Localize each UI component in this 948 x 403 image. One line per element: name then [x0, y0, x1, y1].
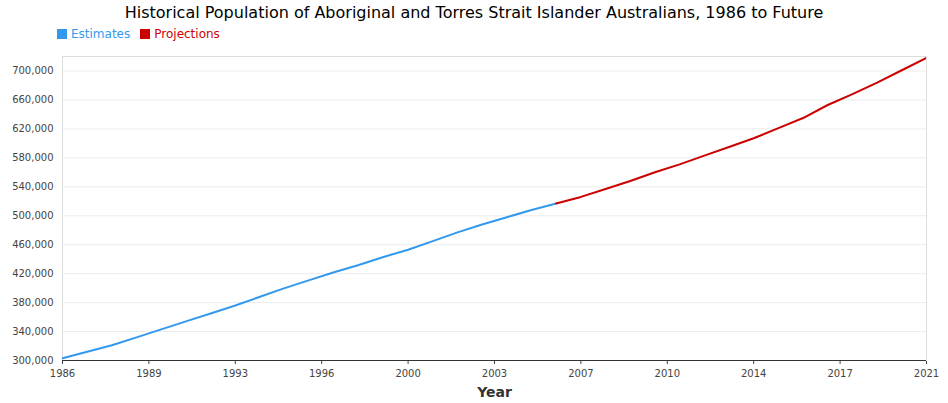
svg-text:2014: 2014: [741, 368, 766, 379]
svg-text:2017: 2017: [827, 368, 852, 379]
svg-text:540,000: 540,000: [12, 181, 53, 192]
svg-text:2021: 2021: [914, 368, 939, 379]
svg-text:340,000: 340,000: [12, 326, 53, 337]
svg-text:420,000: 420,000: [12, 268, 53, 279]
svg-text:2010: 2010: [655, 368, 680, 379]
svg-text:460,000: 460,000: [12, 239, 53, 250]
svg-text:Year: Year: [476, 384, 512, 400]
html-text:Projections: Projections: [154, 27, 220, 41]
svg-text:1986: 1986: [50, 368, 75, 379]
svg-text:300,000: 300,000: [12, 355, 53, 366]
svg-text:2000: 2000: [395, 368, 420, 379]
svg-text:660,000: 660,000: [12, 94, 53, 105]
svg-text:580,000: 580,000: [12, 152, 53, 163]
svg-text:620,000: 620,000: [12, 123, 53, 134]
svg-text:380,000: 380,000: [12, 297, 53, 308]
svg-text:1989: 1989: [136, 368, 161, 379]
svg-text:700,000: 700,000: [12, 65, 53, 76]
svg-text:1996: 1996: [309, 368, 334, 379]
html-text:Estimates: Estimates: [71, 27, 131, 41]
svg-text:1993: 1993: [223, 368, 248, 379]
html-text:Historical Population of Abori: Historical Population of Aboriginal and …: [124, 3, 824, 22]
svg-text:500,000: 500,000: [12, 210, 53, 221]
svg-text:2007: 2007: [568, 368, 593, 379]
svg-text:2003: 2003: [482, 368, 507, 379]
